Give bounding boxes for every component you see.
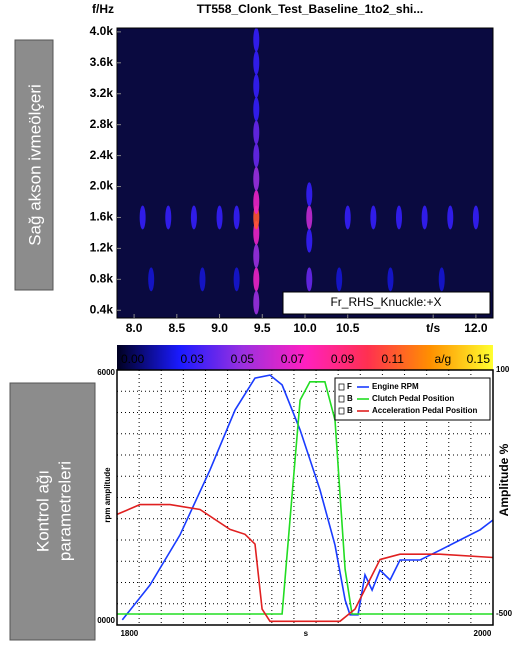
x-tick-label: s (304, 629, 309, 638)
y-tick-label: 1.2k (90, 241, 114, 255)
heat-cell (306, 182, 313, 207)
heat-cell (396, 205, 402, 230)
heat-cell (253, 166, 260, 191)
y-tick-label: 4.0k (90, 24, 114, 38)
heat-cell (233, 205, 240, 230)
y-tick-label: 6000 (97, 368, 115, 377)
heat-cell (253, 267, 260, 292)
side-label-box (14, 39, 54, 291)
x-tick-label: 12.0 (464, 321, 488, 335)
y-tick-label: 1.6k (90, 210, 114, 224)
x-tick-label: 1800 (120, 629, 138, 638)
colorbar-tick-label: 0.07 (281, 352, 305, 366)
y-tick-label: 0.8k (90, 272, 114, 286)
y2-axis-label: Amplitude % (497, 443, 511, 516)
legend-checkbox (338, 395, 345, 403)
heat-cell (306, 267, 313, 292)
colorbar-tick-label: 0.15 (467, 352, 491, 366)
x-tick-label: 9.5 (254, 321, 271, 335)
heat-cell (253, 190, 260, 214)
heat-cell (438, 267, 445, 292)
legend-label: Clutch Pedal Position (372, 394, 454, 403)
series-line (121, 374, 494, 621)
heat-cell (216, 205, 223, 230)
heat-cell (306, 228, 313, 253)
x-tick-label: 10.5 (336, 321, 360, 335)
heat-cell (253, 50, 260, 75)
colorbar-tick-label: 0.05 (231, 352, 255, 366)
side-label-box (9, 382, 96, 641)
heat-cell (253, 244, 260, 269)
chart-title: TT558_Clonk_Test_Baseline_1to2_shi... (197, 2, 424, 16)
legend-label: Acceleration Pedal Position (372, 406, 477, 415)
legend-label: Engine RPM (372, 382, 419, 391)
heat-cell (253, 120, 260, 145)
heat-cell (472, 205, 479, 230)
heat-cell (370, 205, 377, 230)
series-line (116, 503, 494, 623)
y-tick-label: 3.6k (90, 55, 114, 69)
heat-cell (148, 267, 155, 292)
legend-checkbox (338, 407, 345, 415)
legend-tag: B (347, 406, 353, 415)
y-tick-label: 0000 (97, 616, 115, 625)
heat-cell (253, 97, 260, 122)
y-tick-label: 2.8k (90, 117, 114, 131)
heat-cell (344, 205, 351, 230)
plot-frame (116, 369, 494, 626)
y-tick-label: 0.4k (90, 302, 114, 316)
colorbar-tick-label: 0.11 (381, 352, 404, 366)
heatmap-cells (139, 28, 479, 315)
colorbar-tick-label: 0.03 (181, 352, 205, 366)
y-axis-label: f/Hz (92, 2, 114, 16)
heat-cell (253, 74, 260, 98)
colorbar-tick-label: 0.00 (121, 352, 145, 366)
x-tick-label: 2000 (474, 629, 492, 638)
x-tick-label: 10.0 (293, 321, 317, 335)
heat-cell (165, 205, 172, 230)
heat-cell (139, 205, 146, 230)
legend-tag: F (347, 382, 352, 391)
x-tick-label: 9.0 (211, 321, 228, 335)
series-line (117, 381, 493, 615)
y-tick-label: 2.0k (90, 179, 114, 193)
heat-cell (447, 205, 454, 230)
side-label: Kontrol ağı (33, 470, 52, 552)
heat-cell (387, 267, 394, 292)
annotation: Fr_RHS_Knuckle:+X (330, 295, 441, 309)
heat-cell (253, 290, 260, 315)
plot-background (117, 28, 493, 318)
y2-tick-label: -500 (496, 609, 513, 618)
y-tick-label: 3.2k (90, 86, 114, 100)
legend-checkbox (338, 383, 345, 391)
annotation-box (282, 291, 491, 315)
x-tick-label: 8.5 (168, 321, 185, 335)
heat-cell (421, 205, 428, 230)
heat-cell (233, 267, 240, 292)
heat-cell (253, 143, 260, 168)
heat-cell (336, 267, 343, 292)
x-tick-label: 8.0 (126, 321, 143, 335)
colorbar-tick-label: a/g (435, 352, 452, 366)
heat-cell (199, 267, 206, 292)
side-label: Sağ akson ivmeölçeri (25, 84, 44, 246)
x-tick-label: t/s (426, 321, 440, 335)
y2-tick-label: 100 (496, 365, 510, 374)
colorbar-tick-label: 0.09 (331, 352, 355, 366)
heat-cell (306, 205, 313, 230)
y-tick-label: 2.4k (90, 148, 114, 162)
heat-cell (190, 205, 197, 230)
side-label: parametreleri (55, 461, 74, 561)
legend-tag: B (347, 394, 353, 403)
y-axis-label: rpm amplitude (103, 467, 112, 523)
heat-cell (253, 28, 260, 52)
